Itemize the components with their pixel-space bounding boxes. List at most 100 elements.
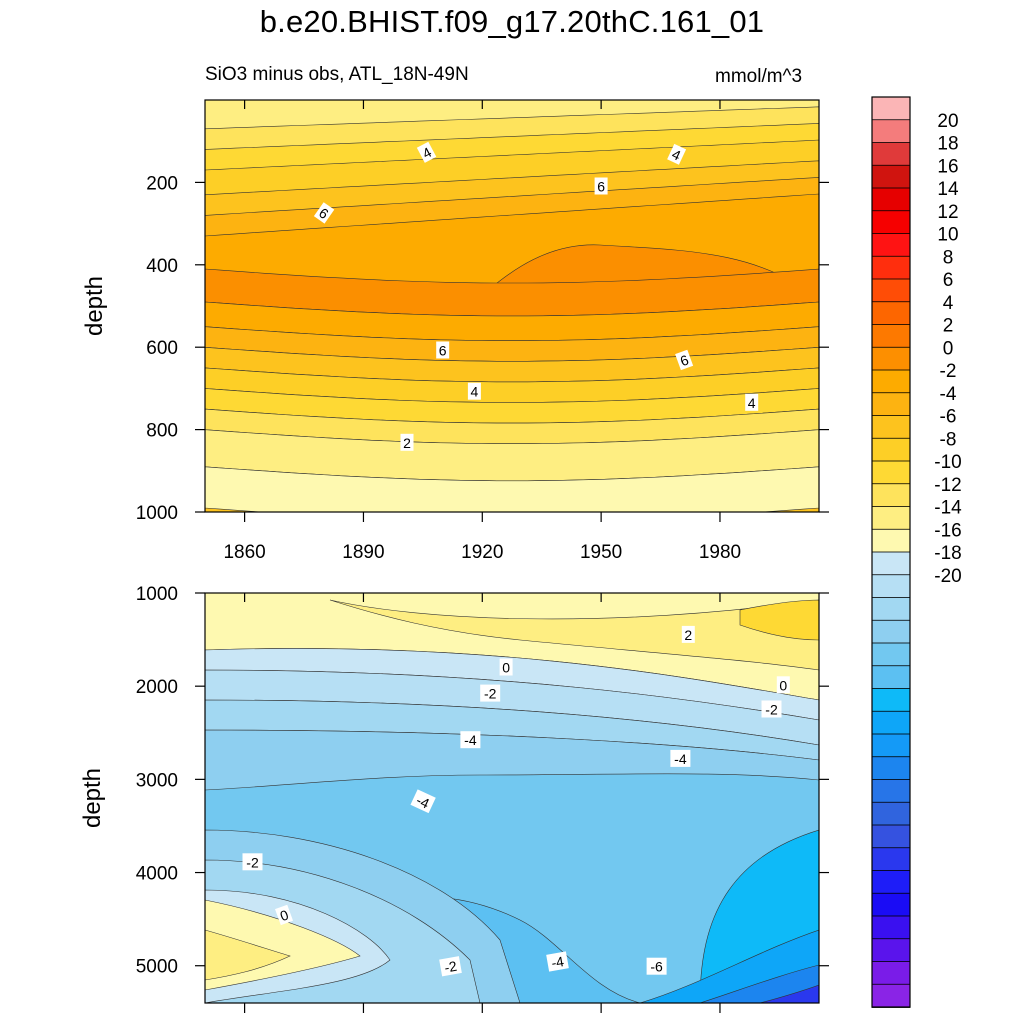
contour-label: -4 — [460, 731, 481, 749]
contour-label-text: -4 — [464, 732, 477, 748]
y-tick-label: 3000 — [136, 770, 178, 791]
contour-label-text: 6 — [597, 179, 605, 195]
contour-label: 0 — [776, 676, 790, 694]
upper-contour-labels: 4 4 6 6 6 6 4 4 2 — [313, 141, 759, 451]
colorbar-swatch — [871, 119, 911, 144]
contour-label: 0 — [275, 904, 294, 926]
contour-label-box — [646, 957, 667, 975]
colorbar-swatch — [871, 779, 911, 804]
contour-label-text: 2 — [403, 435, 411, 451]
contour-label-box — [681, 625, 695, 643]
y-tick-label: 5000 — [136, 957, 178, 978]
contour-label: 2 — [400, 433, 414, 451]
colorbar-swatch — [871, 642, 911, 667]
colorbar-swatch — [871, 961, 911, 986]
contour-label-text: 4 — [748, 395, 756, 411]
colorbar-swatch — [871, 483, 911, 508]
contour-label-box — [480, 684, 501, 702]
lower-contour-fields — [205, 593, 819, 1003]
contour-label-text: -4 — [550, 953, 565, 971]
contour-label: -4 — [410, 789, 436, 814]
colorbar-label: 4 — [943, 293, 954, 314]
lower-band — [759, 984, 819, 1003]
contour-label-text: -2 — [443, 958, 458, 976]
colorbar-swatch — [871, 824, 911, 849]
contour-label-box — [460, 731, 481, 749]
colorbar-swatch — [871, 665, 911, 690]
contour-label-box — [594, 177, 608, 195]
colorbar-swatch — [871, 233, 911, 258]
contour-label-text: -2 — [484, 686, 497, 702]
colorbar-swatch — [871, 346, 911, 371]
colorbar-swatch — [871, 392, 911, 417]
colorbar-swatch — [871, 938, 911, 963]
colorbar-swatch — [871, 892, 911, 917]
contour-label: 6 — [594, 177, 608, 195]
contour-label-text: -4 — [674, 751, 687, 767]
contour-label-text: -2 — [765, 702, 778, 718]
colorbar-swatch — [871, 415, 911, 440]
y-tick-label: 600 — [146, 338, 178, 359]
colorbar-swatch — [871, 688, 911, 713]
contour-label-box — [275, 904, 294, 926]
colorbar-label: 12 — [937, 202, 958, 223]
lower-ylabel: depth — [79, 768, 106, 828]
colorbar: 20181614121086420-2-4-6-8-10-12-14-16-18… — [871, 96, 962, 1008]
contour-label-text: 6 — [439, 343, 447, 359]
x-tick-label: 1860 — [223, 542, 265, 563]
contour-label-box — [439, 956, 462, 977]
chart-title: b.e20.BHIST.f09_g17.20thC.161_01 — [259, 4, 765, 39]
contour-label-box — [761, 700, 782, 718]
colorbar-label: 6 — [943, 270, 954, 291]
colorbar-swatch — [871, 983, 911, 1008]
colorbar-label: 14 — [937, 179, 959, 200]
contour-label-text: 4 — [471, 384, 479, 400]
contour-label-box — [436, 341, 450, 359]
colorbar-label: 10 — [937, 225, 958, 246]
colorbar-swatch — [871, 597, 911, 622]
colorbar-swatch — [871, 278, 911, 303]
contour-label: 2 — [681, 625, 695, 643]
colorbar-frame — [871, 96, 911, 1008]
contour-label: 4 — [416, 141, 437, 163]
contour-label: 4 — [467, 382, 481, 400]
y-tick-label: 200 — [146, 173, 178, 194]
colorbar-swatch — [871, 870, 911, 895]
contour-label-box — [776, 676, 790, 694]
contour-label-box — [499, 658, 513, 676]
colorbar-swatch — [871, 551, 911, 576]
lower-band — [329, 599, 819, 671]
x-tick-label: 1950 — [580, 542, 622, 563]
lower-panel: 200-2-2-4-4-4-20-2 -4 -6 10002000300040005… — [79, 584, 829, 1013]
lower-frame — [204, 592, 820, 1004]
contour-label: -2 — [439, 956, 462, 977]
colorbar-label: -8 — [940, 429, 957, 450]
contour-label-box — [546, 951, 569, 972]
contour-label-text: -2 — [246, 854, 259, 870]
colorbar-swatch — [871, 574, 911, 599]
contour-label: -4 — [546, 951, 569, 972]
upper-ylabel: depth — [81, 276, 108, 336]
y-tick-label: 1000 — [136, 503, 178, 524]
colorbar-swatch — [871, 733, 911, 758]
y-tick-label: 1000 — [136, 584, 178, 605]
contour-label-box — [242, 853, 263, 871]
colorbar-label: -4 — [940, 384, 957, 405]
contour-label-box — [675, 349, 694, 371]
colorbar-label: -20 — [934, 566, 961, 587]
contour-label: 4 — [745, 393, 759, 411]
y-tick-label: 4000 — [136, 864, 178, 885]
colorbar-label: -6 — [940, 407, 957, 428]
contour-label-box — [400, 433, 414, 451]
lower-band — [205, 929, 291, 981]
colorbar-swatch — [871, 187, 911, 212]
colorbar-swatch — [871, 324, 911, 349]
contour-label-box — [670, 749, 691, 767]
colorbar-swatch — [871, 619, 911, 644]
colorbar-swatch — [871, 756, 911, 781]
colorbar-swatch — [871, 915, 911, 940]
contour-label-box — [410, 789, 436, 814]
contour-label: -6 — [646, 957, 667, 975]
colorbar-label: 18 — [937, 134, 958, 155]
